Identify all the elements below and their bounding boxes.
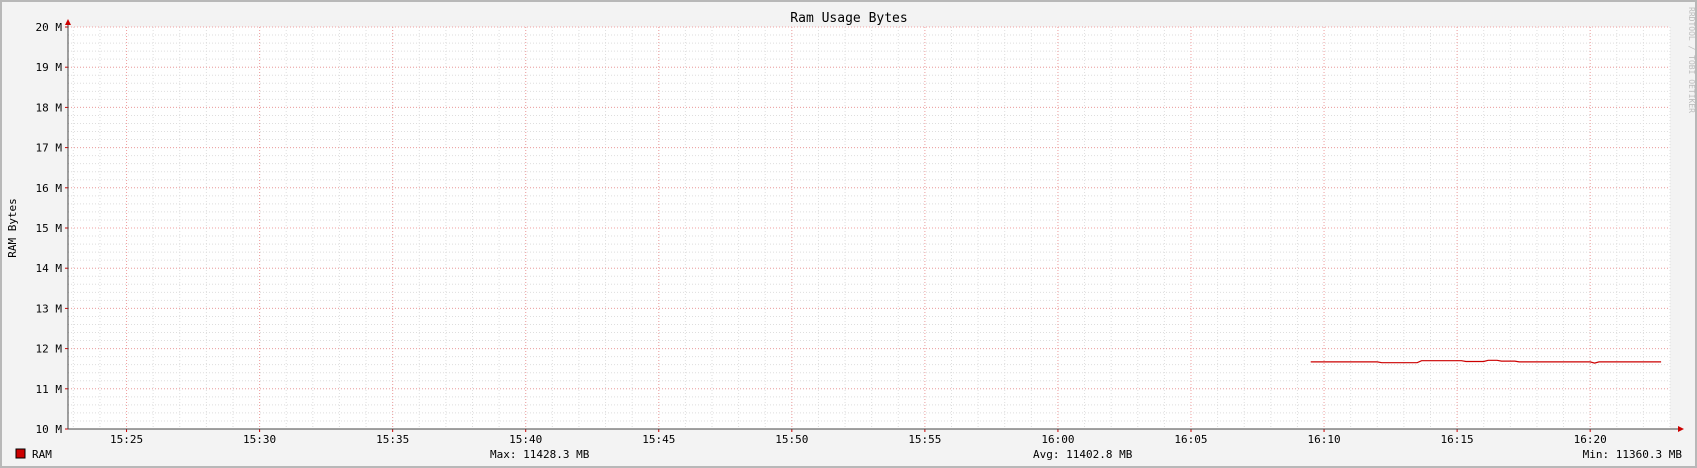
y-tick-label: 12 M xyxy=(36,343,63,356)
x-tick-label: 16:00 xyxy=(1041,433,1074,446)
x-tick-label: 15:25 xyxy=(110,433,143,446)
x-tick-label: 16:10 xyxy=(1307,433,1340,446)
legend-min-ram: Min: 11360.3 MB xyxy=(1583,448,1683,461)
labels-layer: 15:25 15:30 15:35 15:40 15:45 15:50 15:55 16:00… xyxy=(36,21,1607,446)
x-tick-label: 16:05 xyxy=(1174,433,1207,446)
chart-title: Ram Usage Bytes xyxy=(790,11,907,26)
y-tick-label: 14 M xyxy=(36,262,63,275)
y-tick-label: 11 M xyxy=(36,383,63,396)
legend-swatch-ram xyxy=(15,448,26,459)
x-tick-label: 15:40 xyxy=(509,433,542,446)
watermark: RRDTOOL / TOBI OETIKER xyxy=(1687,7,1695,113)
y-axis-label: RAM Bytes xyxy=(6,198,19,258)
y-tick-label: 20 M xyxy=(36,21,63,34)
x-tick-label: 16:15 xyxy=(1441,433,1474,446)
y-tick-label: 10 M xyxy=(36,423,63,436)
x-axis-arrow xyxy=(1678,426,1684,432)
y-tick-label: 16 M xyxy=(36,182,63,195)
y-tick-label: 15 M xyxy=(36,222,63,235)
x-tick-label: 15:35 xyxy=(376,433,409,446)
legend-max-ram: Max: 11428.3 MB xyxy=(490,448,590,461)
x-tick-label: 15:30 xyxy=(243,433,276,446)
y-tick-label: 18 M xyxy=(36,101,63,114)
x-tick-label: 16:20 xyxy=(1574,433,1607,446)
axes xyxy=(65,19,1684,432)
series-layer xyxy=(1310,359,1662,364)
legend-avg-ram: Avg: 11402.8 MB xyxy=(1033,448,1133,461)
y-axis-arrow xyxy=(65,19,71,25)
y-tick-label: 13 M xyxy=(36,302,63,315)
y-tick-label: 19 M xyxy=(36,61,63,74)
legend-label-ram: RAM xyxy=(32,448,52,461)
x-tick-label: 15:50 xyxy=(775,433,808,446)
series-line-ram xyxy=(1310,359,1662,364)
x-tick-label: 15:55 xyxy=(908,433,941,446)
x-tick-label: 15:45 xyxy=(642,433,675,446)
y-tick-label: 17 M xyxy=(36,142,63,155)
